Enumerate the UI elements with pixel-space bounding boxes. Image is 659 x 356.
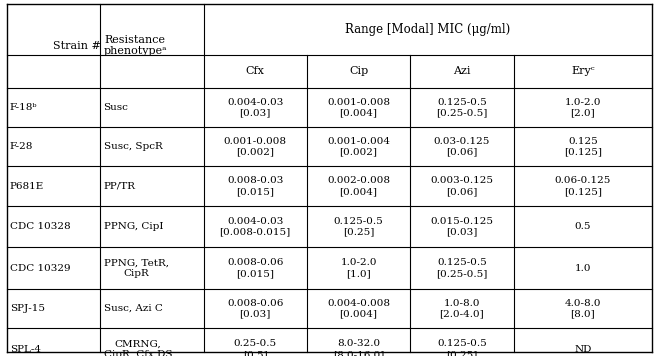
- Text: 1.0-8.0
[2.0-4.0]: 1.0-8.0 [2.0-4.0]: [440, 299, 484, 318]
- Text: CDC 10328: CDC 10328: [10, 222, 71, 231]
- Text: 1.0-2.0
[1.0]: 1.0-2.0 [1.0]: [340, 258, 377, 278]
- Text: 0.125-0.5
[0.25]: 0.125-0.5 [0.25]: [437, 339, 487, 356]
- Text: Cip: Cip: [349, 67, 368, 77]
- Text: 0.125-0.5
[0.25-0.5]: 0.125-0.5 [0.25-0.5]: [436, 98, 488, 117]
- Text: 0.002-0.008
[0.004]: 0.002-0.008 [0.004]: [327, 177, 390, 196]
- Text: 0.25-0.5
[0.5]: 0.25-0.5 [0.5]: [234, 339, 277, 356]
- Text: Susc: Susc: [103, 103, 129, 112]
- Text: ND: ND: [574, 345, 592, 354]
- Text: 0.125-0.5
[0.25]: 0.125-0.5 [0.25]: [333, 217, 384, 236]
- Text: 0.001-0.008
[0.002]: 0.001-0.008 [0.002]: [224, 137, 287, 157]
- Text: CDC 10329: CDC 10329: [10, 264, 71, 273]
- Text: P681E: P681E: [10, 182, 44, 191]
- Text: 0.06-0.125
[0.125]: 0.06-0.125 [0.125]: [555, 177, 611, 196]
- Text: 1.0: 1.0: [575, 264, 591, 273]
- Text: Resistance
phenotypeᵃ: Resistance phenotypeᵃ: [103, 35, 167, 56]
- Text: 0.008-0.06
[0.015]: 0.008-0.06 [0.015]: [227, 258, 283, 278]
- Text: PPNG, CipI: PPNG, CipI: [103, 222, 163, 231]
- Text: 0.5: 0.5: [575, 222, 591, 231]
- Text: Range [Modal] MIC (μg/ml): Range [Modal] MIC (μg/ml): [345, 23, 511, 36]
- Text: PP/TR: PP/TR: [103, 182, 136, 191]
- Text: 0.125
[0.125]: 0.125 [0.125]: [564, 137, 602, 157]
- Text: Susc, SpcR: Susc, SpcR: [103, 142, 162, 151]
- Text: SPJ-15: SPJ-15: [10, 304, 45, 313]
- Text: Eryᶜ: Eryᶜ: [571, 67, 595, 77]
- Text: 0.004-0.03
[0.03]: 0.004-0.03 [0.03]: [227, 98, 283, 117]
- Text: 0.03-0.125
[0.06]: 0.03-0.125 [0.06]: [434, 137, 490, 157]
- Text: 0.004-0.03
[0.008-0.015]: 0.004-0.03 [0.008-0.015]: [219, 217, 291, 236]
- Text: Cfx: Cfx: [246, 67, 265, 77]
- Text: PPNG, TetR,
CipR: PPNG, TetR, CipR: [103, 258, 169, 278]
- Text: 0.008-0.06
[0.03]: 0.008-0.06 [0.03]: [227, 299, 283, 318]
- Text: 0.008-0.03
[0.015]: 0.008-0.03 [0.015]: [227, 177, 283, 196]
- Text: 8.0-32.0
[8.0-16.0]: 8.0-32.0 [8.0-16.0]: [333, 339, 384, 356]
- Text: F-28: F-28: [10, 142, 33, 151]
- Text: 4.0-8.0
[8.0]: 4.0-8.0 [8.0]: [565, 299, 601, 318]
- Text: 0.001-0.004
[0.002]: 0.001-0.004 [0.002]: [327, 137, 390, 157]
- Text: Azi: Azi: [453, 67, 471, 77]
- Text: 1.0-2.0
[2.0]: 1.0-2.0 [2.0]: [565, 98, 601, 117]
- Text: F-18ᵇ: F-18ᵇ: [10, 103, 38, 112]
- Text: Susc, Azi C: Susc, Azi C: [103, 304, 162, 313]
- Text: Strain #: Strain #: [53, 41, 101, 51]
- Text: 0.015-0.125
[0.03]: 0.015-0.125 [0.03]: [430, 217, 494, 236]
- Text: 0.125-0.5
[0.25-0.5]: 0.125-0.5 [0.25-0.5]: [436, 258, 488, 278]
- Text: SPL-4: SPL-4: [10, 345, 41, 354]
- Text: CMRNG,
CipR, Cfx DS: CMRNG, CipR, Cfx DS: [103, 339, 172, 356]
- Text: 0.004-0.008
[0.004]: 0.004-0.008 [0.004]: [327, 299, 390, 318]
- Text: 0.001-0.008
[0.004]: 0.001-0.008 [0.004]: [327, 98, 390, 117]
- Text: 0.003-0.125
[0.06]: 0.003-0.125 [0.06]: [430, 177, 494, 196]
